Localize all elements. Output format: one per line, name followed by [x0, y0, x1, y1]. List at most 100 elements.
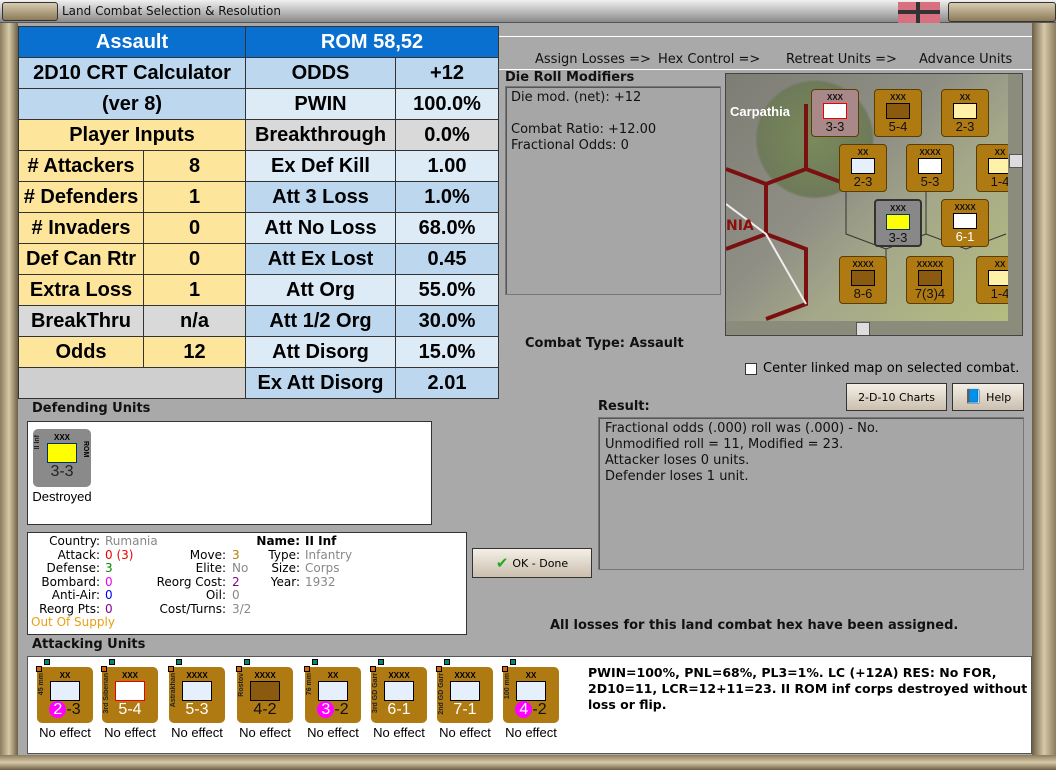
- center-map-option[interactable]: Center linked map on selected combat.: [745, 361, 1019, 376]
- unit-status: No effect: [439, 725, 491, 740]
- output-value: 68.0%: [394, 212, 500, 244]
- unit-size: XX: [59, 671, 71, 680]
- unit-defense: 4: [132, 701, 142, 718]
- unit-nation: ROM: [82, 441, 89, 458]
- counter-size: XX: [857, 148, 869, 157]
- step-retreat-units[interactable]: Retreat Units =>: [786, 52, 897, 67]
- center-map-checkbox[interactable]: [745, 362, 757, 375]
- status-pip-icon: [502, 666, 508, 672]
- infantry-symbol-icon: [47, 443, 77, 463]
- attacking-units-box: 45 mm XX 2 -3 No effect 3rd Siberian XXX 5-4 No …: [27, 656, 1032, 754]
- unit-strength: 3 -2: [305, 701, 361, 719]
- attacking-unit[interactable]: 3rd Siberian XXX 5-4 No effect: [100, 659, 160, 740]
- output-value: 30.0%: [394, 305, 500, 337]
- defense-label: Defense:: [46, 561, 100, 575]
- map-counter[interactable]: XXXX 6-1: [941, 199, 989, 247]
- input-value[interactable]: 0: [143, 212, 246, 244]
- step-assign-losses[interactable]: Assign Losses =>: [535, 52, 651, 67]
- map-counter[interactable]: XXX 5-4: [874, 89, 922, 137]
- input-value[interactable]: 8: [143, 150, 246, 182]
- combat-narrative: PWIN=100%, PNL=68%, PL3=1%. LC (+12A) RE…: [588, 665, 1028, 712]
- output-value: 0.0%: [394, 119, 500, 151]
- reorgpts-value: 0: [105, 601, 113, 616]
- unit-info-box: Country: Attack: Defense: Bombard: Anti-…: [27, 532, 467, 635]
- unit-type-icon: [182, 681, 212, 701]
- unit-type-icon: [450, 681, 480, 701]
- status-pip-icon: [101, 666, 107, 672]
- map-counter[interactable]: XXX 3-3: [811, 89, 859, 137]
- status-pip-icon: [378, 659, 384, 665]
- antiair-label: Anti-Air:: [51, 588, 100, 602]
- die-roll-line: Fractional Odds: 0: [511, 138, 629, 153]
- help-book-icon: 📘: [964, 389, 983, 405]
- unit-type-icon: [50, 681, 80, 701]
- counter-size: XXX: [889, 204, 906, 213]
- calc-header-left: Assault: [18, 26, 246, 58]
- map-counter[interactable]: XXXX 5-3: [906, 144, 954, 192]
- unit-defense: 3: [199, 701, 209, 718]
- attacking-unit[interactable]: 45 mm XX 2 -3 No effect: [35, 659, 95, 740]
- counter-strength: 5-4: [888, 119, 908, 134]
- output-label: Ex Att Disorg: [245, 367, 396, 399]
- map-counter[interactable]: XX 2-3: [941, 89, 989, 137]
- map-counter[interactable]: XXXX 8-6: [839, 256, 887, 304]
- map-counter[interactable]: XX 2-3: [839, 144, 887, 192]
- map-counter[interactable]: XX 1-4: [976, 144, 1022, 192]
- input-value[interactable]: 1: [143, 274, 246, 306]
- unit-counter: Astrakhan XXXX 5-3: [168, 659, 225, 723]
- result-line: Attacker loses 0 units.: [605, 453, 750, 468]
- scroll-thumb[interactable]: [856, 322, 870, 335]
- costturns-label: Cost/Turns:: [159, 601, 226, 616]
- linked-map[interactable]: Carpathia NIA XXX 3-3 XXX 5-4 XX 2-3 XX 2-3 …: [725, 73, 1023, 336]
- help-button[interactable]: 📘 Help: [952, 383, 1024, 411]
- input-value[interactable]: 1: [143, 181, 246, 213]
- input-label: Extra Loss: [18, 274, 144, 306]
- unit-status: No effect: [239, 725, 291, 740]
- unit-size: XXXX: [186, 671, 208, 680]
- defending-unit[interactable]: II Inf ROM XXX 3-3 Destroyed: [29, 424, 95, 504]
- unit-strength: 4-2: [503, 701, 559, 719]
- map-counter-selected[interactable]: XXX 3-3: [874, 199, 922, 247]
- inputs-heading: Player Inputs: [18, 119, 246, 151]
- attack-label: Attack:: [57, 547, 100, 562]
- output-label: Ex Def Kill: [245, 150, 396, 182]
- german-flag-icon: [898, 2, 940, 23]
- step-advance-units[interactable]: Advance Units: [919, 52, 1013, 67]
- unit-counter: 3rd Siberian XXX 5-4: [101, 659, 158, 723]
- scroll-thumb[interactable]: [1009, 154, 1022, 168]
- charts-button-label: 2-D-10 Charts: [858, 390, 935, 404]
- info-col1-labels: Country: Attack: Defense: Bombard: Anti-…: [39, 534, 100, 616]
- status-message: All losses for this land combat hex have…: [550, 618, 959, 633]
- die-roll-line: Combat Ratio: +12.00: [511, 122, 657, 137]
- move-value: 3: [232, 547, 240, 562]
- step-hex-control[interactable]: Hex Control =>: [658, 52, 761, 67]
- map-horizontal-scrollbar[interactable]: [726, 321, 1008, 335]
- counter-strength: 3-3: [888, 230, 908, 245]
- unit-defense: 2: [537, 701, 547, 718]
- output-value: 1.0%: [394, 181, 500, 213]
- unit-status: No effect: [307, 725, 359, 740]
- unit-size: XXX: [121, 671, 138, 680]
- counter-size: XXXX: [954, 203, 976, 212]
- output-label: Att No Loss: [245, 212, 396, 244]
- unit-attack: 5: [118, 701, 128, 718]
- unit-defense: 2: [339, 701, 349, 718]
- unit-name: 76 mm: [306, 673, 313, 696]
- attacking-unit[interactable]: 2nd GD Garr XXXX 7-1 No effect: [435, 659, 495, 740]
- attacking-unit[interactable]: Astrakhan XXXX 5-3 No effect: [167, 659, 227, 740]
- map-vertical-scrollbar[interactable]: [1008, 74, 1022, 335]
- attacking-unit[interactable]: 76 mm XX 3 -2 No effect: [303, 659, 363, 740]
- ok-done-button[interactable]: ✔ OK - Done: [472, 548, 592, 578]
- map-counter[interactable]: XXXXX 7(3)4: [906, 256, 954, 304]
- window-menu-button[interactable]: [2, 2, 58, 21]
- attacking-unit[interactable]: 100 mm XX 4 -2 No effect: [501, 659, 561, 740]
- input-value[interactable]: 0: [143, 243, 246, 275]
- attacking-unit[interactable]: Rostov XXXX 4-2 No effect: [235, 659, 295, 740]
- unit-strength: 6-1: [387, 701, 411, 718]
- country-value: Rumania: [105, 534, 158, 548]
- supply-status: Out Of Supply: [31, 615, 115, 629]
- attacking-unit[interactable]: 3rd GD Garr XXXX 6-1 No effect: [369, 659, 429, 740]
- window-control-button[interactable]: [948, 2, 1056, 22]
- input-value[interactable]: 12: [143, 336, 246, 368]
- charts-button[interactable]: 2-D-10 Charts: [846, 383, 947, 411]
